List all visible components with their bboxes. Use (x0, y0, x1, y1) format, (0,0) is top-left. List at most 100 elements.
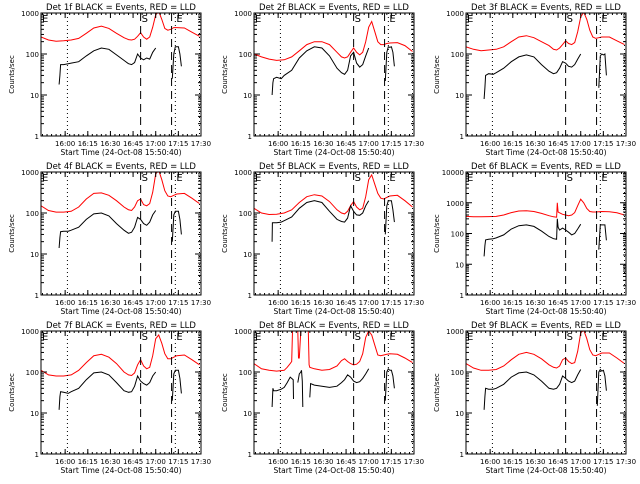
y-tick-label: 1000 (446, 200, 464, 208)
y-tick-label: 100 (451, 231, 464, 239)
x-tick-label: 17:15 (381, 458, 401, 466)
x-tick-label: 17:15 (381, 140, 401, 148)
marker-label-e: E (467, 173, 473, 184)
y-tick-label: 100 (26, 369, 39, 377)
panel-title: Det 6f BLACK = Events, RED = LLD (471, 162, 621, 172)
x-tick-label: 16:00 (268, 140, 288, 148)
x-axis-label: Start Time (24-Oct-08 15:50:40) (273, 307, 394, 316)
x-axis-label: Start Time (24-Oct-08 15:50:40) (273, 466, 394, 475)
plot-frame (465, 330, 627, 455)
x-tick-label: 17:30 (404, 140, 424, 148)
x-tick-label: 17:15 (168, 458, 188, 466)
y-tick-label: 10 (243, 410, 252, 418)
series-events-line (58, 371, 157, 410)
y-tick-label: 1000 (446, 10, 464, 18)
series-lld-line (41, 13, 200, 42)
series-events-line (598, 224, 607, 250)
y-tick-label: 1 (248, 292, 252, 300)
plot-frame (253, 171, 415, 296)
y-tick-label: 10 (243, 251, 252, 259)
series-events-line (171, 369, 182, 401)
plot-frame (465, 12, 627, 137)
marker-label-e: E (42, 14, 48, 25)
y-tick-label: 1 (35, 292, 39, 300)
marker-label-s: S (142, 332, 148, 343)
y-tick-label: 1000 (21, 10, 39, 18)
y-tick-label: 100 (26, 210, 39, 218)
marker-label-e: E (255, 173, 261, 184)
x-tick-label: 16:15 (78, 140, 98, 148)
x-tick-label: 16:30 (100, 458, 120, 466)
series-lld-line (254, 331, 413, 372)
y-tick-label: 100 (451, 369, 464, 377)
x-tick-label: 17:30 (191, 299, 211, 307)
y-tick-label: 10 (243, 92, 252, 100)
plot-frame (40, 12, 202, 137)
marker-label-e: E (601, 14, 607, 25)
x-tick-label: 17:00 (146, 140, 166, 148)
marker-label-s: S (142, 14, 148, 25)
panel-title: Det 4f BLACK = Events, RED = LLD (46, 162, 196, 172)
x-tick-label: 17:30 (191, 140, 211, 148)
x-tick-label: 17:15 (168, 140, 188, 148)
y-tick-label: 1 (248, 133, 252, 141)
x-tick-label: 16:00 (268, 458, 288, 466)
y-tick-label: 100 (239, 369, 252, 377)
series-events-line (271, 46, 370, 96)
marker-label-e: E (42, 332, 48, 343)
series-events-line (384, 46, 395, 82)
x-tick-label: 16:15 (291, 299, 311, 307)
y-axis-label: Counts/sec (433, 214, 441, 253)
panel-title: Det 9f BLACK = Events, RED = LLD (471, 321, 621, 331)
x-tick-label: 17:30 (616, 458, 636, 466)
y-tick-label: 10 (455, 410, 464, 418)
x-tick-label: 16:45 (123, 299, 143, 307)
y-tick-label: 1 (460, 133, 464, 141)
series-events-line (58, 47, 157, 85)
marker-label-s: S (567, 173, 573, 184)
x-tick-label: 17:00 (571, 299, 591, 307)
y-tick-label: 1000 (446, 328, 464, 336)
x-axis-label: Start Time (24-Oct-08 15:50:40) (485, 466, 606, 475)
marker-label-e: E (176, 14, 182, 25)
x-tick-label: 17:15 (593, 458, 613, 466)
series-events-line (309, 368, 370, 398)
series-events-line (483, 369, 582, 410)
x-tick-label: 17:00 (359, 458, 379, 466)
series-lld-line (466, 198, 625, 218)
x-tick-label: 17:00 (146, 299, 166, 307)
x-tick-label: 16:30 (525, 140, 545, 148)
marker-label-e: E (467, 14, 473, 25)
y-tick-label: 1 (248, 451, 252, 459)
y-tick-label: 1 (460, 292, 464, 300)
x-tick-label: 17:30 (404, 299, 424, 307)
x-tick-label: 16:00 (55, 140, 75, 148)
y-tick-label: 1000 (234, 328, 252, 336)
y-tick-label: 10 (455, 92, 464, 100)
marker-label-e: E (255, 332, 261, 343)
x-tick-label: 16:15 (503, 140, 523, 148)
series-events-line (171, 210, 182, 242)
marker-label-e: E (176, 173, 182, 184)
y-tick-label: 1000 (234, 10, 252, 18)
panel-title: Det 3f BLACK = Events, RED = LLD (471, 3, 621, 13)
x-tick-label: 16:45 (548, 299, 568, 307)
x-axis-label: Start Time (24-Oct-08 15:50:40) (60, 148, 181, 157)
x-tick-label: 17:15 (168, 299, 188, 307)
marker-label-e: E (42, 173, 48, 184)
marker-label-s: S (355, 173, 361, 184)
y-tick-label: 1000 (234, 169, 252, 177)
marker-label-e: E (176, 332, 182, 343)
y-tick-label: 100 (26, 51, 39, 59)
x-tick-label: 17:00 (571, 140, 591, 148)
series-events-line (297, 370, 304, 408)
x-tick-label: 16:45 (336, 458, 356, 466)
x-tick-label: 16:00 (480, 140, 500, 148)
series-lld-line (254, 173, 413, 216)
series-lld-line (254, 20, 413, 61)
y-axis-label: Counts/sec (433, 373, 441, 412)
